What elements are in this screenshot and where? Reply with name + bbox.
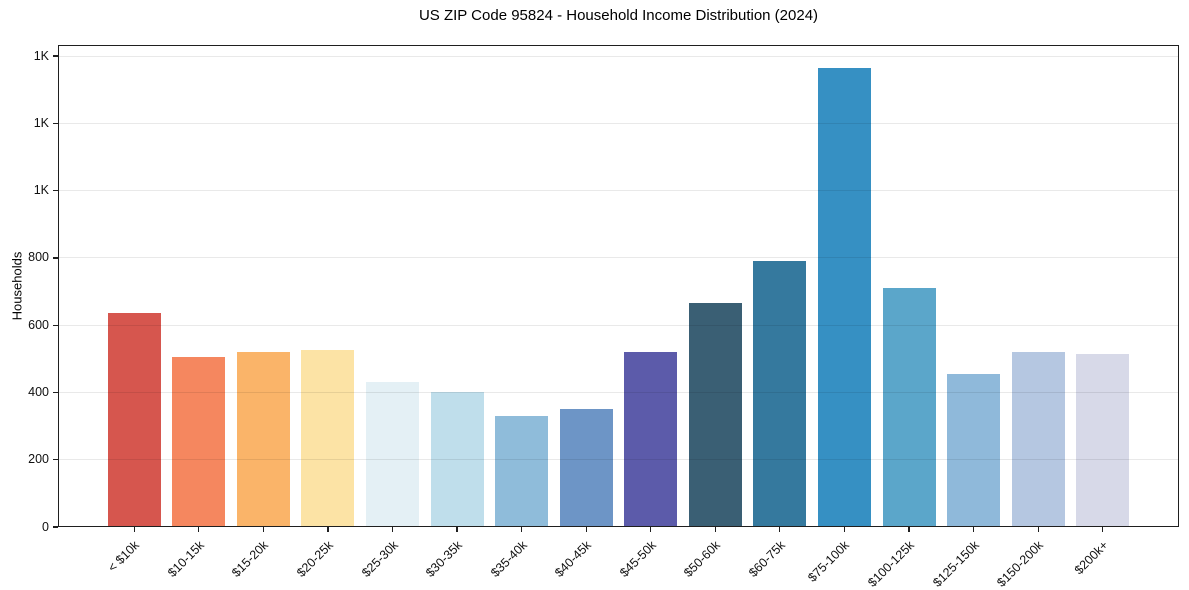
x-tick [779,527,781,532]
y-tick-label: 600 [28,317,49,332]
y-tick [53,122,58,124]
y-tick [53,459,58,461]
bar-15 [1011,352,1065,527]
x-tick [262,527,264,532]
x-tick-label: < $10k [105,538,143,575]
x-tick [714,527,716,532]
y-tick [53,391,58,394]
y-tick-label: 400 [28,384,49,399]
x-tick [327,527,329,532]
x-tick [972,527,975,532]
y-tick-label: 1K [33,183,49,198]
x-tick [391,527,394,532]
bar-5 [366,382,420,527]
y-tick-label: 800 [28,250,49,265]
bar-16 [1076,353,1130,527]
y-tick [53,257,58,259]
y-tick-label: 1K [33,48,49,63]
chart-title: US ZIP Code 95824 - Household Income Dis… [418,7,819,24]
bar-13 [882,288,936,527]
bar-4 [301,350,355,527]
bar-3 [236,352,290,527]
bar-14 [947,373,1001,527]
bar-2 [172,357,226,527]
x-tick [133,527,135,532]
bar-6 [430,392,484,527]
y-tick-label: 200 [28,452,49,467]
x-tick [650,527,652,532]
x-tick [1102,527,1104,532]
x-tick [1037,527,1039,532]
bar-9 [624,352,678,527]
bar-8 [559,409,613,527]
bar-11 [753,261,807,527]
bar-7 [495,416,549,527]
bar-12 [817,67,871,527]
x-tick [908,527,910,532]
x-tick [843,527,846,532]
x-tick [585,527,587,532]
x-tick [521,527,523,532]
bar-1 [107,313,161,527]
y-tick [53,190,58,192]
y-tick [53,324,58,326]
plot-area [58,45,1179,527]
bar-10 [688,303,742,527]
y-tick-label: 0 [42,519,49,534]
y-tick-label: 1K [33,115,49,130]
y-tick [53,526,58,528]
x-tick [456,527,458,532]
y-tick [53,55,58,57]
x-tick [198,527,200,532]
